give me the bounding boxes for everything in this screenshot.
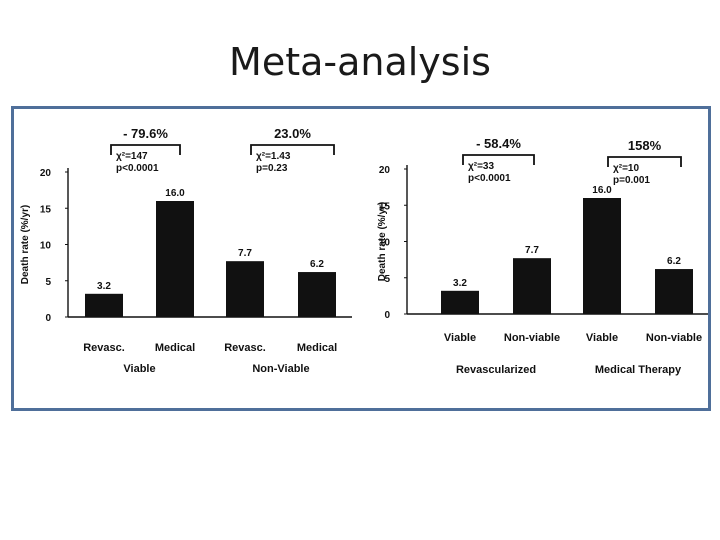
chart-viable-nonviable: Death rate (%/yr) 0 5 10 15 20 3.2 Revasc. 16.0 M…: [20, 126, 352, 375]
chart1-p-value-label: p=0.23: [256, 163, 288, 174]
chart2-chi-square-label: χ²=10: [613, 163, 639, 174]
chart2-bar: [655, 269, 693, 314]
chart2-category-label: Non-viable: [646, 332, 702, 344]
chart1-category-label: Medical: [297, 342, 337, 354]
chart1-comparison-bracket: [250, 144, 335, 155]
chart1-percent-change-label: - 79.6%: [123, 126, 168, 141]
chart1-comparison-bracket: [110, 144, 181, 155]
chart1-percent-change-label: 23.0%: [274, 126, 311, 141]
chart2-p-value-label: p=0.001: [613, 175, 650, 186]
chart2-y-tick-label: 0: [384, 310, 390, 321]
slide-title: Meta-analysis: [229, 40, 491, 84]
chart1-y-tick-label: 20: [40, 168, 52, 179]
chart2-category-label: Non-viable: [504, 332, 560, 344]
chart2-y-axis-label: Death rate (%/yr): [377, 202, 388, 281]
chart1-y-tick-label: 0: [45, 313, 51, 324]
chart1-bar: [226, 261, 264, 317]
chart1-bar-value-label: 7.7: [238, 248, 252, 259]
chart1-chi-square-label: χ²=147: [116, 151, 148, 162]
chart2-bar-value-label: 7.7: [525, 245, 539, 256]
chart2-chi-square-label: χ²=33: [468, 161, 494, 172]
chart2-group-label: Revascularized: [456, 364, 536, 376]
chart2-bar-value-label: 3.2: [453, 278, 467, 289]
chart1-category-label: Medical: [155, 342, 195, 354]
chart2-bar: [441, 290, 479, 314]
chart1-bar: [298, 272, 336, 317]
chart-revasc-medical: Death rate (%/yr) 0 5 10 15 20 3.2 Viable 7.7 Non…: [377, 136, 708, 376]
chart1-y-tick-label: 5: [45, 277, 51, 288]
chart2-comparison-bracket: [462, 154, 535, 165]
chart1-bar: [156, 201, 194, 317]
chart2-bar: [583, 198, 621, 314]
chart1-group-label: Viable: [123, 363, 155, 375]
chart1-chi-square-label: χ²=1.43: [256, 151, 291, 162]
chart2-y-tick-label: 15: [379, 201, 391, 212]
chart1-y-axis-label: Death rate (%/yr): [20, 205, 31, 284]
chart1-bar: [85, 293, 123, 317]
chart2-category-label: Viable: [586, 332, 618, 344]
chart1-p-value-label: p<0.0001: [116, 163, 159, 174]
chart2-bar-value-label: 6.2: [667, 256, 681, 267]
chart2-bar: [513, 258, 551, 314]
chart1-category-label: Revasc.: [83, 342, 125, 354]
chart1-y-tick-label: 10: [40, 241, 52, 252]
chart2-comparison-bracket: [607, 156, 682, 167]
chart1-category-label: Revasc.: [224, 342, 266, 354]
chart2-y-tick-label: 5: [384, 274, 390, 285]
chart2-percent-change-label: - 58.4%: [476, 136, 521, 151]
chart2-percent-change-label: 158%: [628, 138, 662, 153]
chart2-category-label: Viable: [444, 332, 476, 344]
chart1-bar-value-label: 3.2: [97, 281, 111, 292]
chart1-bar-value-label: 16.0: [165, 188, 185, 199]
chart2-y-tick-label: 20: [379, 165, 391, 176]
chart2-bar-value-label: 16.0: [592, 185, 612, 196]
chart1-y-tick-label: 15: [40, 204, 52, 215]
chart1-bar-value-label: 6.2: [310, 259, 324, 270]
chart2-y-tick-label: 10: [379, 238, 391, 249]
figure-frame: Death rate (%/yr) 0 5 10 15 20 3.2 Revasc. 16.0 M…: [11, 106, 711, 411]
chart2-p-value-label: p<0.0001: [468, 173, 511, 184]
chart1-group-label: Non-Viable: [252, 363, 309, 375]
chart2-group-label: Medical Therapy: [595, 364, 682, 376]
